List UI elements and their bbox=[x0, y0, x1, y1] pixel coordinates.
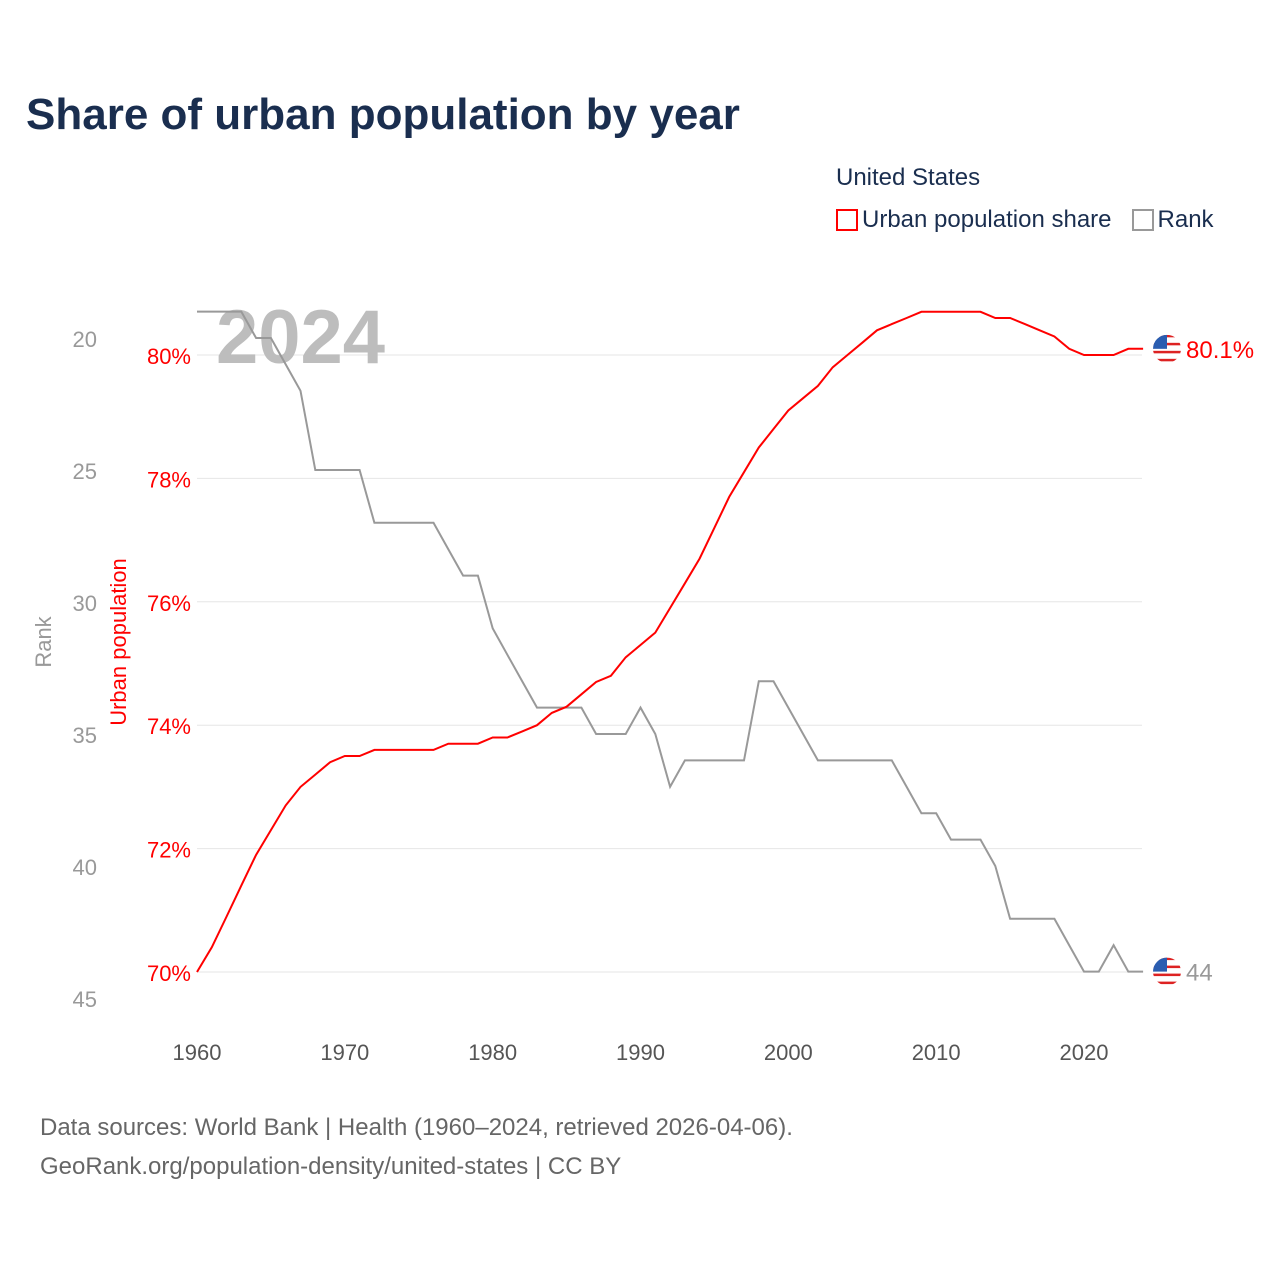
urban-tick-label: 76% bbox=[147, 591, 191, 616]
us-flag-icon bbox=[1153, 334, 1181, 363]
legend-item-rank[interactable]: Rank bbox=[1131, 206, 1214, 234]
x-tick-label: 2020 bbox=[1060, 1040, 1109, 1065]
urban-tick-label: 70% bbox=[147, 961, 191, 986]
urban-tick-label: 72% bbox=[147, 838, 191, 863]
urban-tick-label: 78% bbox=[147, 467, 191, 492]
x-tick-label: 1970 bbox=[320, 1040, 369, 1065]
x-tick-label: 1960 bbox=[173, 1040, 222, 1065]
footer: Data sources: World Bank | Health (1960–… bbox=[40, 1108, 793, 1186]
rank-end-label: 44 bbox=[1186, 960, 1213, 987]
legend-item-urban[interactable]: Urban population share bbox=[836, 206, 1112, 234]
year-watermark: 2024 bbox=[216, 295, 385, 380]
legend-swatch-urban bbox=[836, 209, 858, 231]
legend-label-urban: Urban population share bbox=[862, 206, 1112, 233]
urban-end-label: 80.1% bbox=[1186, 337, 1254, 364]
legend-label-rank: Rank bbox=[1157, 206, 1214, 233]
rank-tick-label: 45 bbox=[73, 987, 97, 1012]
footer-sources: Data sources: World Bank | Health (1960–… bbox=[40, 1114, 793, 1141]
x-tick-label: 2010 bbox=[912, 1040, 961, 1065]
x-tick-label: 2000 bbox=[764, 1040, 813, 1065]
urban-tick-label: 74% bbox=[147, 714, 191, 739]
rank-tick-label: 30 bbox=[73, 591, 97, 616]
urban-axis-label: Urban population bbox=[106, 558, 131, 726]
legend-title: United States bbox=[836, 164, 981, 191]
rank-tick-label: 20 bbox=[73, 327, 97, 352]
footer-link[interactable]: GeoRank.org/population-density/united-st… bbox=[40, 1153, 622, 1180]
rank-tick-label: 35 bbox=[73, 723, 97, 748]
rank-axis-label: Rank bbox=[31, 615, 56, 667]
urban-tick-label: 80% bbox=[147, 344, 191, 369]
chart-title: Share of urban population by year bbox=[26, 90, 740, 139]
rank-line bbox=[197, 310, 1144, 973]
x-tick-label: 1980 bbox=[468, 1040, 517, 1065]
urban-line bbox=[196, 310, 1144, 973]
rank-tick-label: 40 bbox=[73, 855, 97, 880]
legend: Urban population share Rank bbox=[836, 206, 1226, 234]
legend-swatch-rank bbox=[1131, 209, 1154, 231]
rank-tick-label: 25 bbox=[73, 459, 97, 484]
us-flag-icon bbox=[1153, 957, 1181, 986]
x-tick-label: 1990 bbox=[616, 1040, 665, 1065]
